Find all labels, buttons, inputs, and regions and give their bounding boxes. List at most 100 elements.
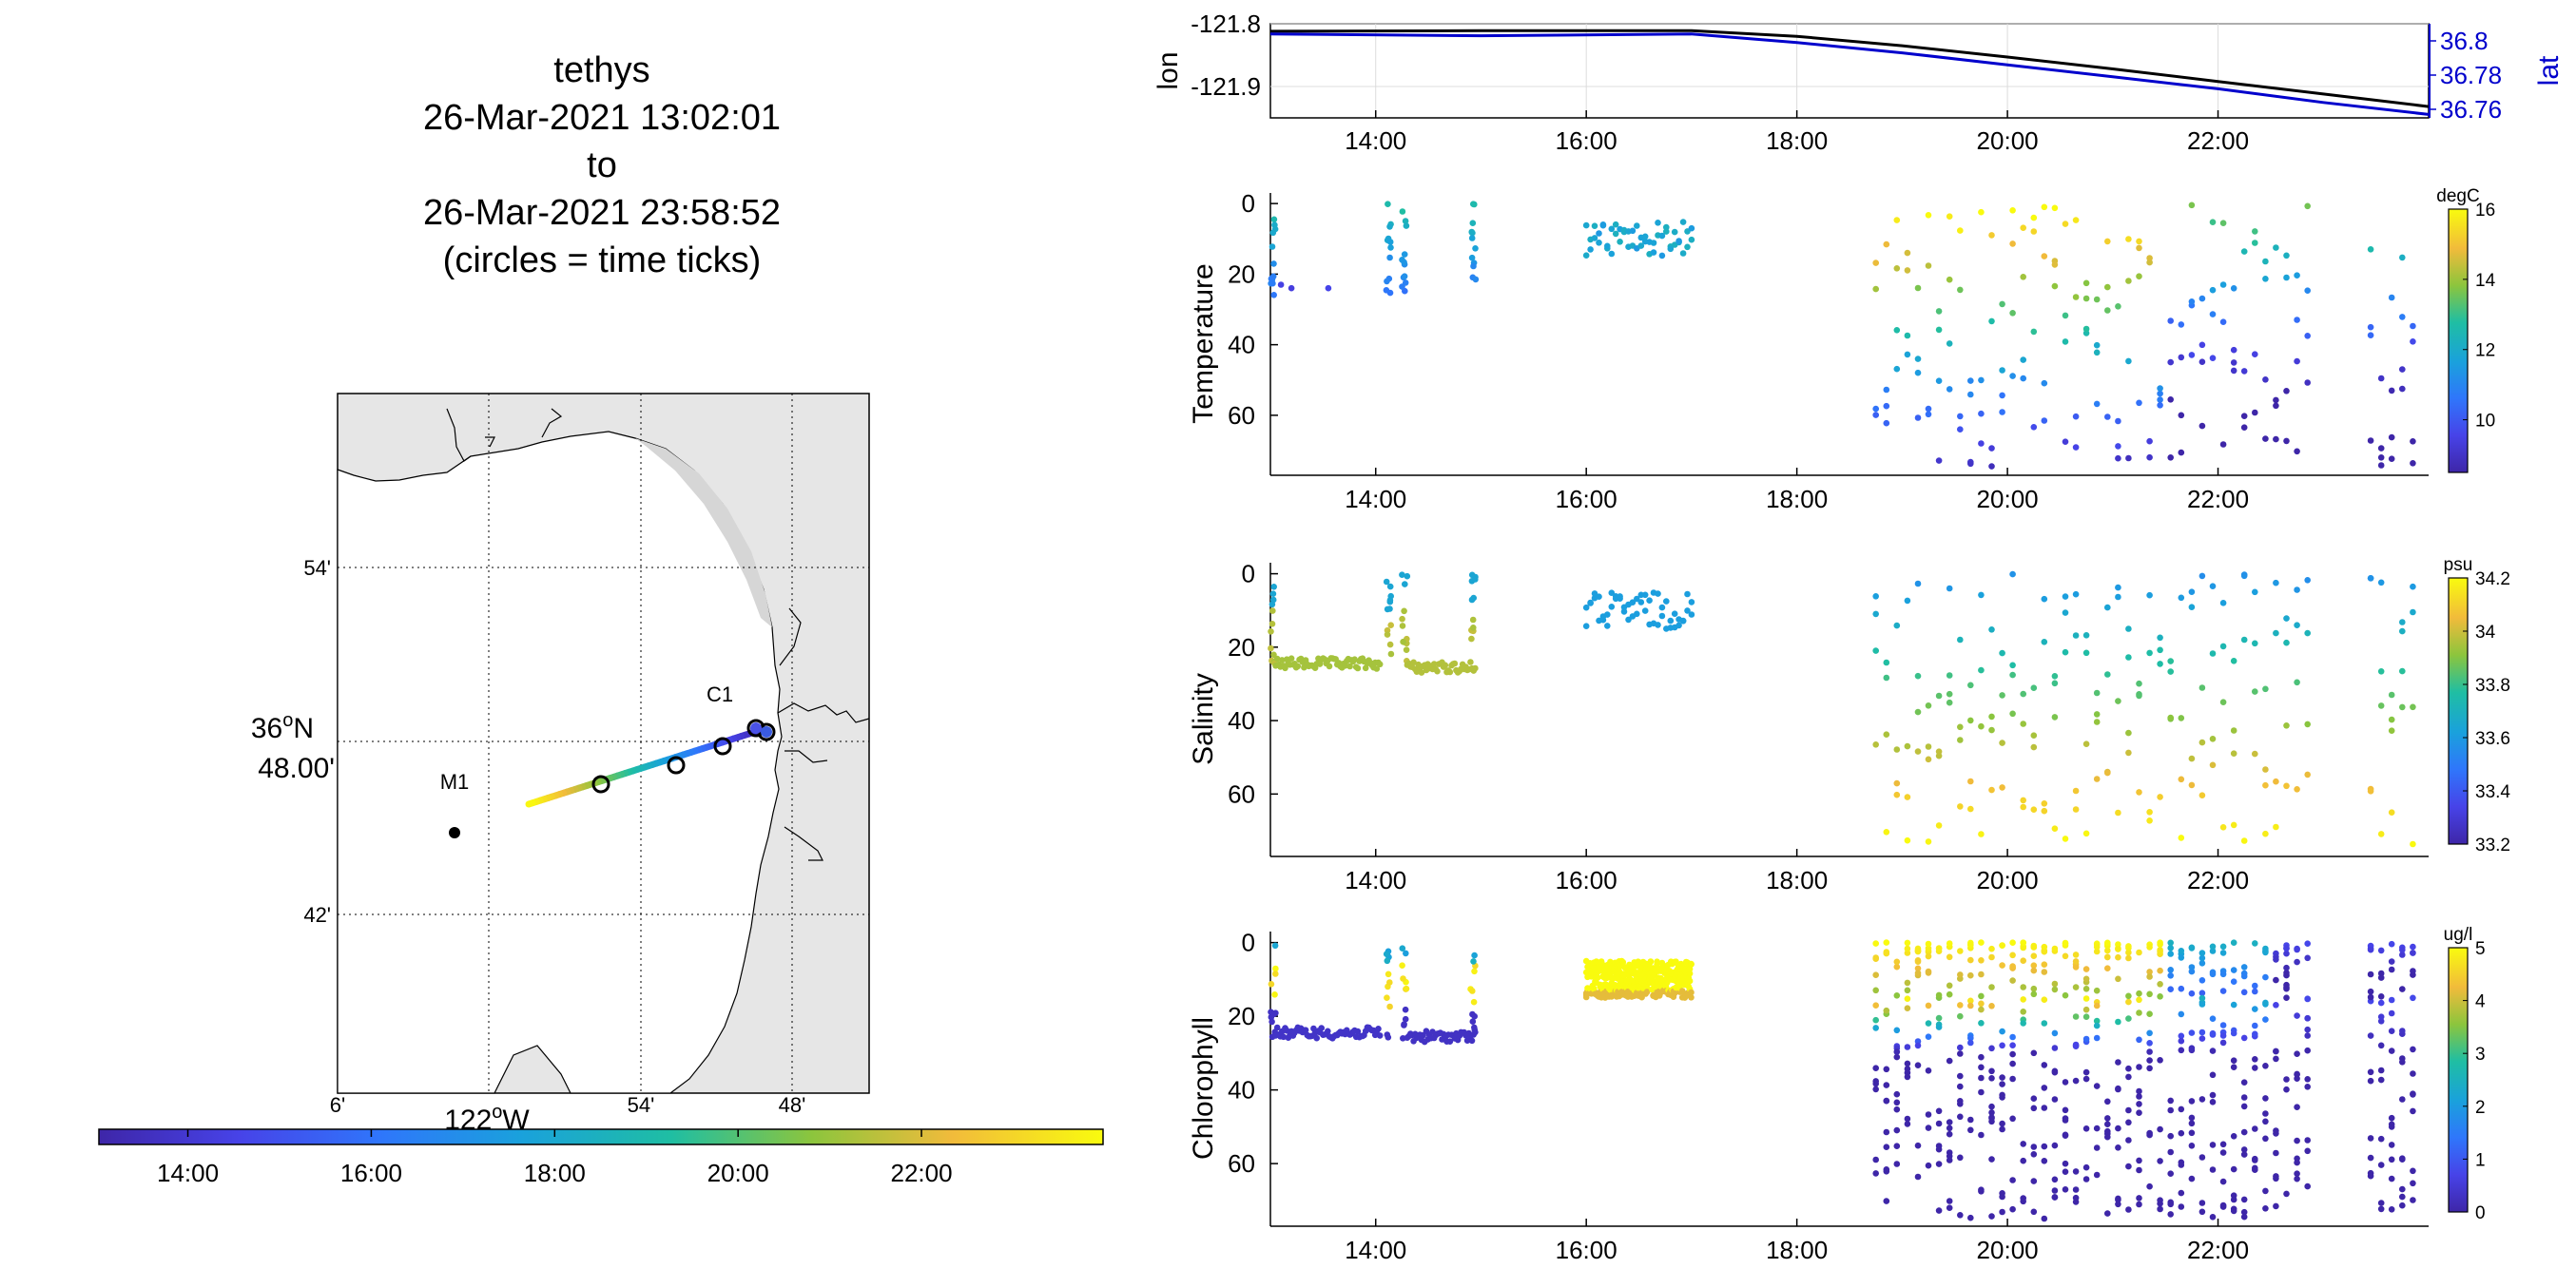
- salinity-point: [1883, 659, 1890, 666]
- chlorophyll-point: [1402, 1006, 1409, 1013]
- chlorophyll-point: [1946, 1149, 1953, 1156]
- temperature-point: [2178, 449, 2185, 456]
- chlorophyll-point: [1978, 1006, 1985, 1013]
- chlorophyll-point: [2146, 1057, 2153, 1064]
- chlorophyll-point: [2115, 975, 2121, 983]
- salinity-point: [1386, 583, 1394, 590]
- chlorophyll-point: [1978, 992, 1985, 1000]
- chlorophyll-point: [2240, 1213, 2248, 1221]
- chlorophyll-point: [1471, 952, 1478, 959]
- chlorophyll-point: [2082, 1013, 2090, 1020]
- salinity-point: [2294, 679, 2300, 686]
- chlorophyll-point: [2146, 1065, 2153, 1072]
- chlorophyll-point: [2410, 943, 2416, 951]
- salinity-point: [2115, 698, 2121, 704]
- salinity-point: [1655, 590, 1661, 597]
- chlorophyll-point: [2240, 972, 2248, 980]
- chlorophyll-point: [1302, 1027, 1309, 1033]
- map-grid: [338, 394, 869, 1093]
- chlorophyll-point: [2093, 1002, 2101, 1009]
- track-start-fill: [750, 722, 762, 734]
- salinity-point: [2072, 632, 2080, 639]
- chlorophyll-point: [2240, 1151, 2248, 1158]
- chlorophyll-point: [1883, 939, 1890, 946]
- chlorophyll-point: [2051, 1045, 2059, 1051]
- chlorophyll-point: [2388, 1009, 2395, 1017]
- salinity-point: [2367, 575, 2374, 582]
- temperature-point: [1904, 249, 1911, 257]
- chlorophyll-point: [1957, 1083, 1964, 1090]
- temperature-panel: 0 20 40 60 14:00 16:00 18:00 20:00 22:00 Temperat…: [1188, 186, 2496, 513]
- chlorophyll-point: [2178, 1032, 2185, 1040]
- chlorophyll-point: [2283, 1190, 2290, 1198]
- chlorophyll-point: [2294, 958, 2300, 966]
- chlorophyll-point: [2410, 1167, 2416, 1175]
- chlorophyll-point: [2157, 948, 2163, 955]
- chlorophyll-point: [2262, 1095, 2269, 1102]
- chlorophyll-point: [2377, 1162, 2385, 1168]
- chlorophyll-point: [2273, 1202, 2279, 1210]
- chlorophyll-point: [1283, 1027, 1290, 1034]
- chlorophyll-point: [2304, 954, 2311, 962]
- chlorophyll-point: [1988, 945, 1995, 952]
- chlorophyll-point: [2219, 1149, 2227, 1156]
- salinity-point: [1383, 578, 1390, 586]
- chlorophyll-point: [2273, 1130, 2279, 1137]
- chlorophyll-point: [2020, 957, 2026, 964]
- salinity-point: [2262, 830, 2269, 837]
- chlorophyll-point: [2209, 948, 2217, 954]
- temperature-point: [1914, 369, 1922, 376]
- temperature-point: [2230, 367, 2237, 375]
- chlorophyll-point: [1999, 1028, 2005, 1035]
- temperature-point: [1925, 405, 1932, 413]
- salinity-point: [2167, 714, 2174, 721]
- chlorophyll-point: [1988, 1109, 1995, 1116]
- chlorophyll-point: [2167, 1211, 2174, 1218]
- salinity-point: [2009, 570, 2016, 578]
- chlorophyll-point: [1893, 1099, 1901, 1106]
- chlorophyll-point: [1354, 1028, 1362, 1035]
- chlorophyll-point: [2367, 988, 2374, 995]
- salinity-point: [1354, 664, 1362, 672]
- temperature-point: [2157, 390, 2163, 397]
- chlorophyll-point: [1904, 945, 1911, 952]
- chlorophyll-point: [1946, 1057, 1953, 1065]
- chlorophyll-x-tick-label: 20:00: [1977, 1236, 2039, 1264]
- chlorophyll-point: [2283, 984, 2290, 990]
- salinity-point: [2146, 649, 2153, 657]
- salinity-point: [2157, 661, 2163, 667]
- salinity-point: [2294, 786, 2300, 793]
- chlorophyll-point: [2082, 1068, 2090, 1076]
- salinity-point: [1634, 595, 1640, 603]
- chlorophyll-point: [2304, 1026, 2311, 1033]
- salinity-point: [2209, 761, 2217, 769]
- chlorophyll-point: [2294, 946, 2300, 953]
- salinity-point: [1418, 669, 1425, 676]
- salinity-point: [2219, 600, 2227, 606]
- salinity-point: [1667, 617, 1675, 625]
- temperature-point: [2136, 399, 2142, 407]
- temperature-point: [1637, 242, 1645, 249]
- chlorophyll-point: [1402, 1015, 1409, 1023]
- salinity-point: [2104, 769, 2111, 777]
- temperature-point: [2367, 437, 2374, 444]
- salinity-point: [1288, 655, 1295, 662]
- chlorophyll-point: [2240, 1128, 2248, 1136]
- chlorophyll-point: [1273, 1024, 1281, 1031]
- chlorophyll-point: [1469, 1018, 1477, 1025]
- chlorophyll-point: [2294, 1012, 2300, 1019]
- temperature-point: [2209, 311, 2217, 317]
- temperature-point: [1883, 402, 1890, 410]
- chlorophyll-point: [2115, 941, 2121, 948]
- chlorophyll-point: [2294, 1155, 2300, 1163]
- chlorophyll-point: [2104, 1121, 2111, 1127]
- chlorophyll-point: [1957, 1044, 1964, 1051]
- salinity-point: [2030, 806, 2038, 813]
- chlorophyll-point: [1594, 974, 1601, 981]
- salinity-point: [2219, 643, 2227, 650]
- salinity-point: [2020, 690, 2026, 698]
- salinity-point: [1387, 650, 1395, 658]
- timeseries-panels: -121.8 -121.9 36.8 36.78 36.76 lon lat 14:00 16:…: [1152, 10, 2565, 1264]
- chlorophyll-point: [2240, 1196, 2248, 1203]
- temperature-point: [1988, 232, 1995, 239]
